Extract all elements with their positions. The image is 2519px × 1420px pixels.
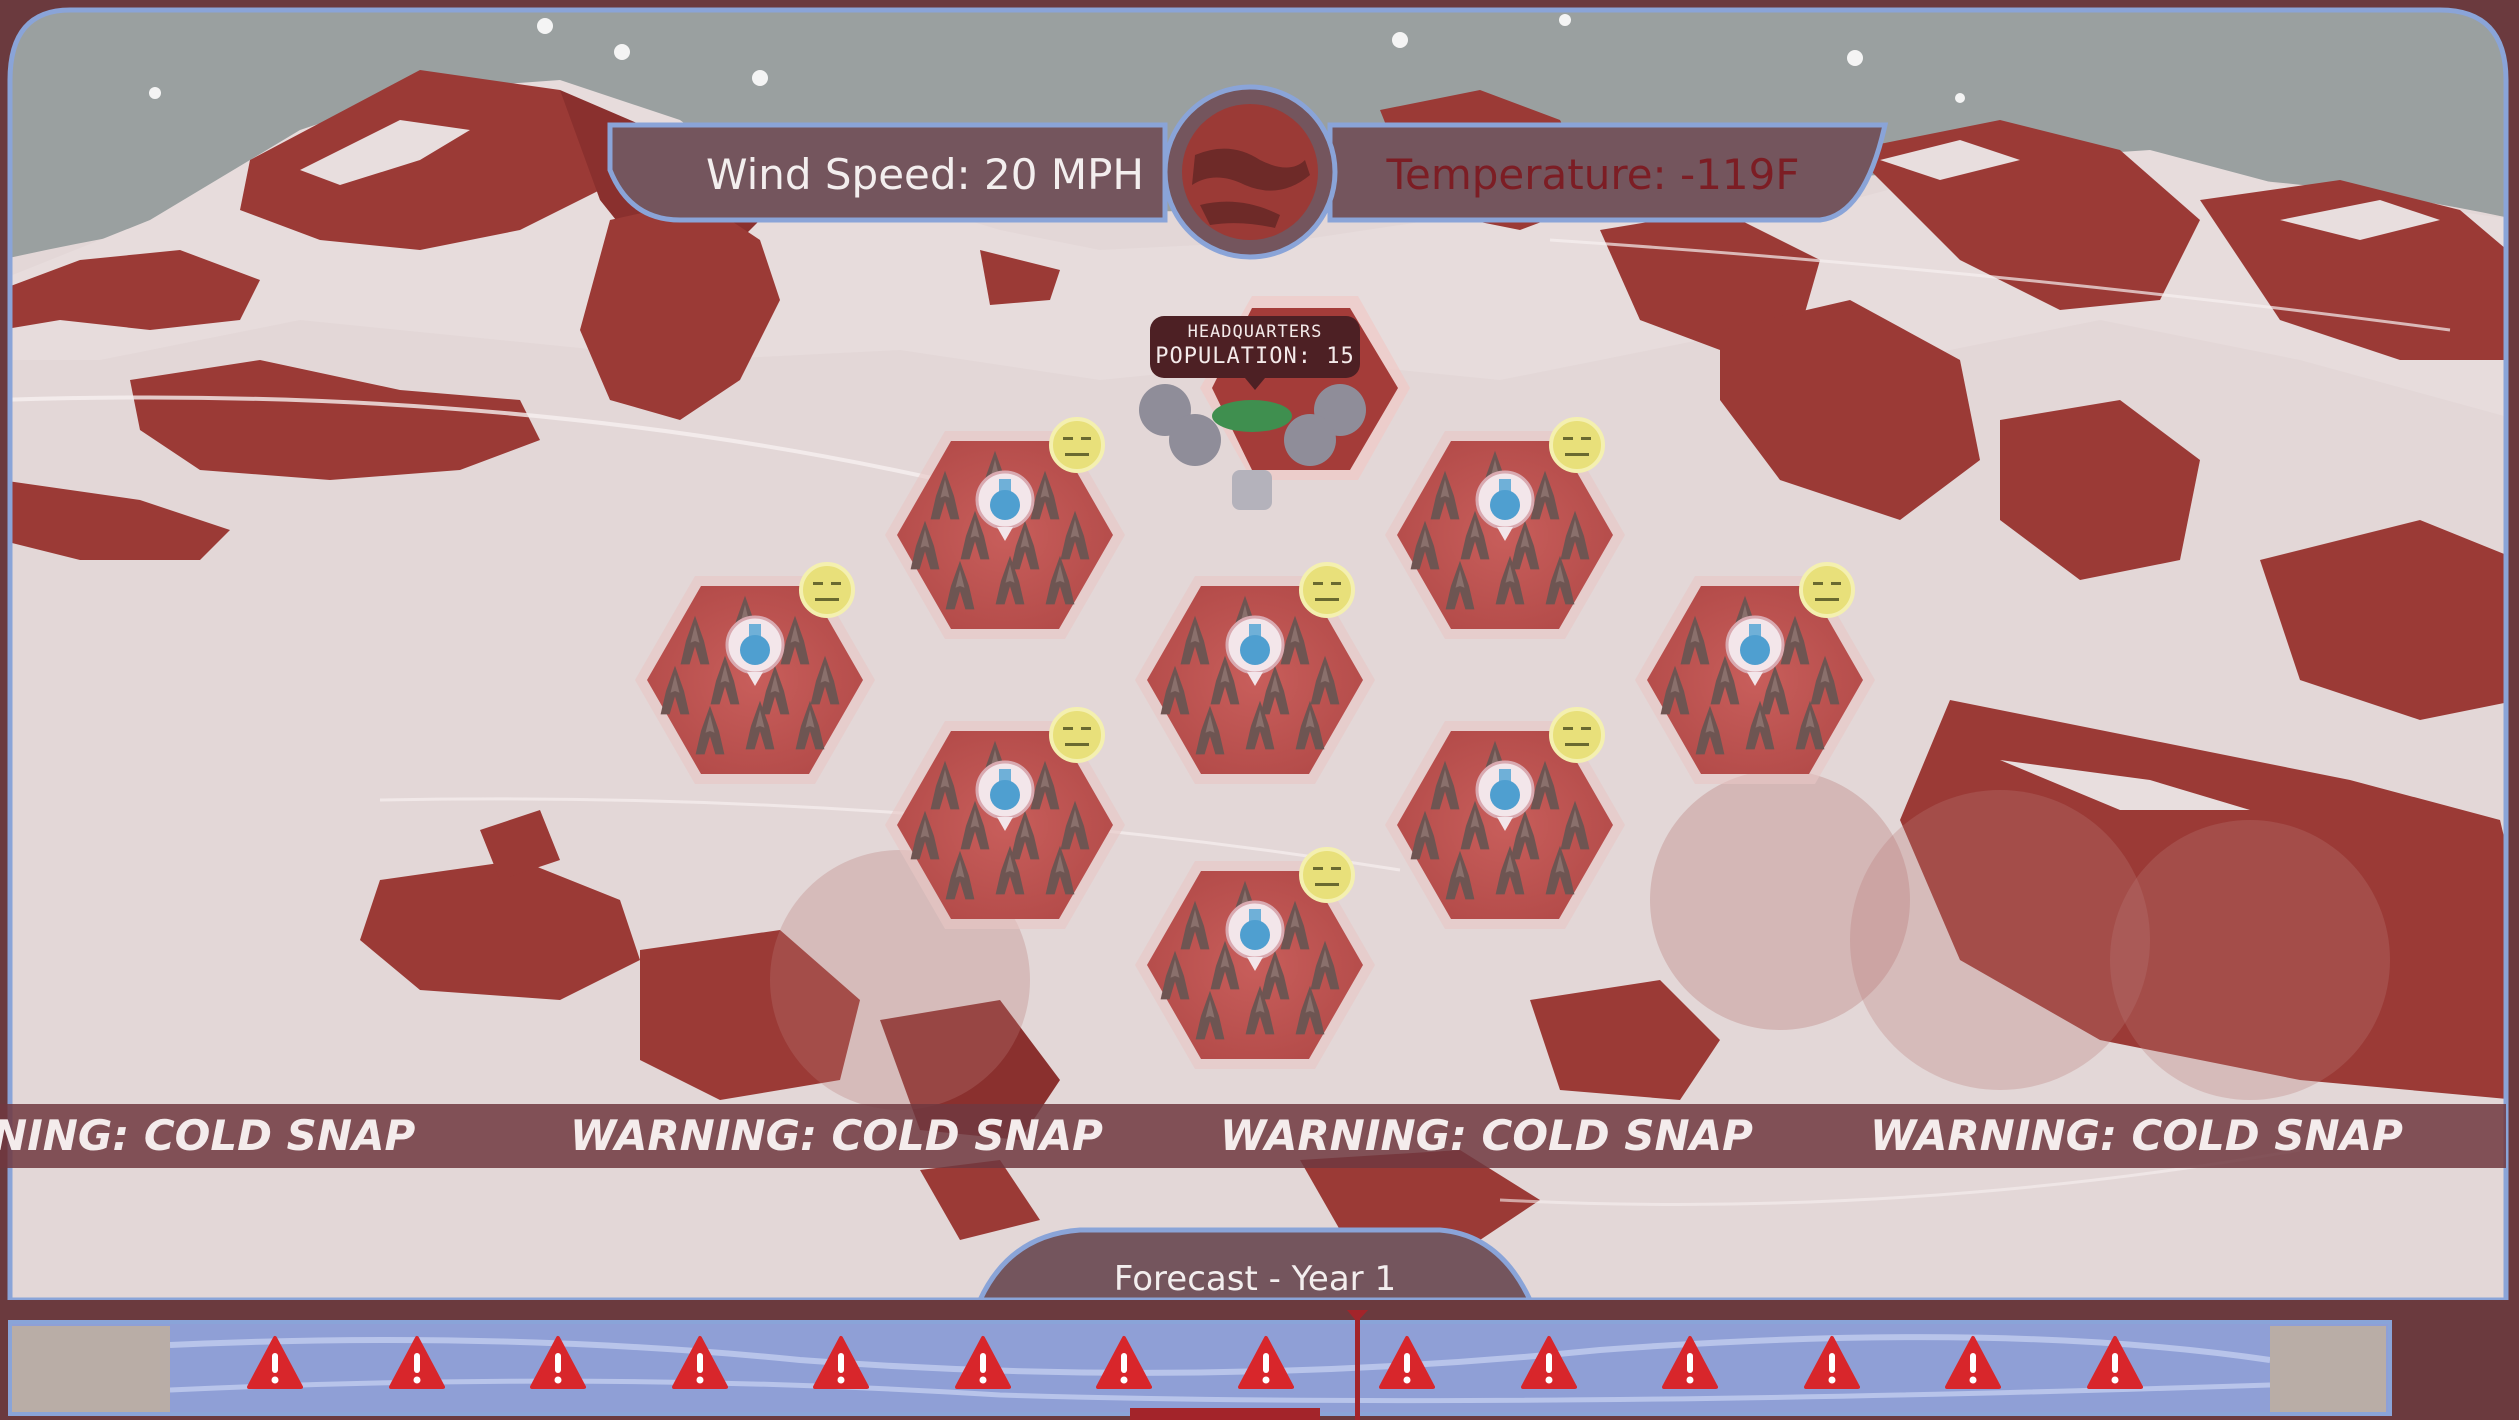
warning-ticker: NING: COLD SNAP WARNING: COLD SNAP WARNI… — [0, 1104, 2506, 1168]
forecast-title: Forecast - Year 1 — [1113, 1259, 1397, 1299]
neutral-face-icon[interactable] — [1049, 417, 1105, 473]
ticker-message: WARNING: COLD SNAP — [1220, 1111, 1753, 1160]
warning-triangle-icon[interactable] — [1803, 1335, 1860, 1391]
neutral-face-icon[interactable] — [1299, 562, 1355, 618]
research-flask-icon[interactable] — [975, 470, 1035, 541]
warning-triangle-icon[interactable] — [1096, 1335, 1152, 1391]
warning-triangle-icon[interactable] — [954, 1335, 1011, 1391]
warning-triangle-icon[interactable] — [1520, 1335, 1577, 1391]
neutral-face-icon[interactable] — [1799, 562, 1855, 618]
wind-speed-readout: Wind Speed: 20 MPH — [705, 150, 1144, 199]
warning-triangle-icon[interactable] — [388, 1335, 445, 1391]
research-flask-icon[interactable] — [1225, 900, 1285, 971]
warning-triangle-icon[interactable] — [1237, 1335, 1294, 1391]
research-flask-icon[interactable] — [1225, 615, 1285, 686]
weather-hud — [607, 84, 1889, 260]
ticker-message: NING: COLD SNAP — [0, 1111, 416, 1160]
research-flask-icon[interactable] — [975, 760, 1035, 831]
research-flask-icon[interactable] — [1725, 615, 1785, 686]
neutral-face-icon[interactable] — [1299, 847, 1355, 903]
warning-triangle-icon[interactable] — [1945, 1335, 2001, 1391]
warning-triangle-icon[interactable] — [530, 1335, 586, 1391]
ticker-message: WARNING: COLD SNAP — [1870, 1111, 2403, 1160]
headquarters-label: HEADQUARTERS — [1187, 322, 1323, 342]
warning-triangle-icon[interactable] — [1379, 1335, 1435, 1391]
research-flask-icon[interactable] — [1475, 760, 1535, 831]
population-label: POPULATION: 15 — [1155, 344, 1355, 369]
ticker-message: WARNING: COLD SNAP — [570, 1111, 1103, 1160]
research-flask-icon[interactable] — [1475, 470, 1535, 541]
neutral-face-icon[interactable] — [1549, 707, 1605, 763]
neutral-face-icon[interactable] — [799, 562, 855, 618]
temperature-readout: Temperature: -119F — [1386, 150, 1800, 199]
neutral-face-icon[interactable] — [1049, 707, 1105, 763]
warning-triangle-icon[interactable] — [671, 1335, 728, 1391]
hab-details — [660, 417, 1855, 1040]
neutral-face-icon[interactable] — [1549, 417, 1605, 473]
headquarters-tooltip: HEADQUARTERS POPULATION: 15 — [1150, 316, 1360, 390]
forecast-panel — [0, 1227, 2519, 1420]
research-flask-icon[interactable] — [725, 615, 785, 686]
warning-triangle-icon[interactable] — [813, 1335, 869, 1391]
warning-triangle-icon[interactable] — [1662, 1335, 1718, 1391]
warning-triangle-icon[interactable] — [2086, 1335, 2143, 1391]
timeline-current-marker — [1355, 1310, 1360, 1420]
warning-triangle-icon[interactable] — [247, 1335, 303, 1391]
